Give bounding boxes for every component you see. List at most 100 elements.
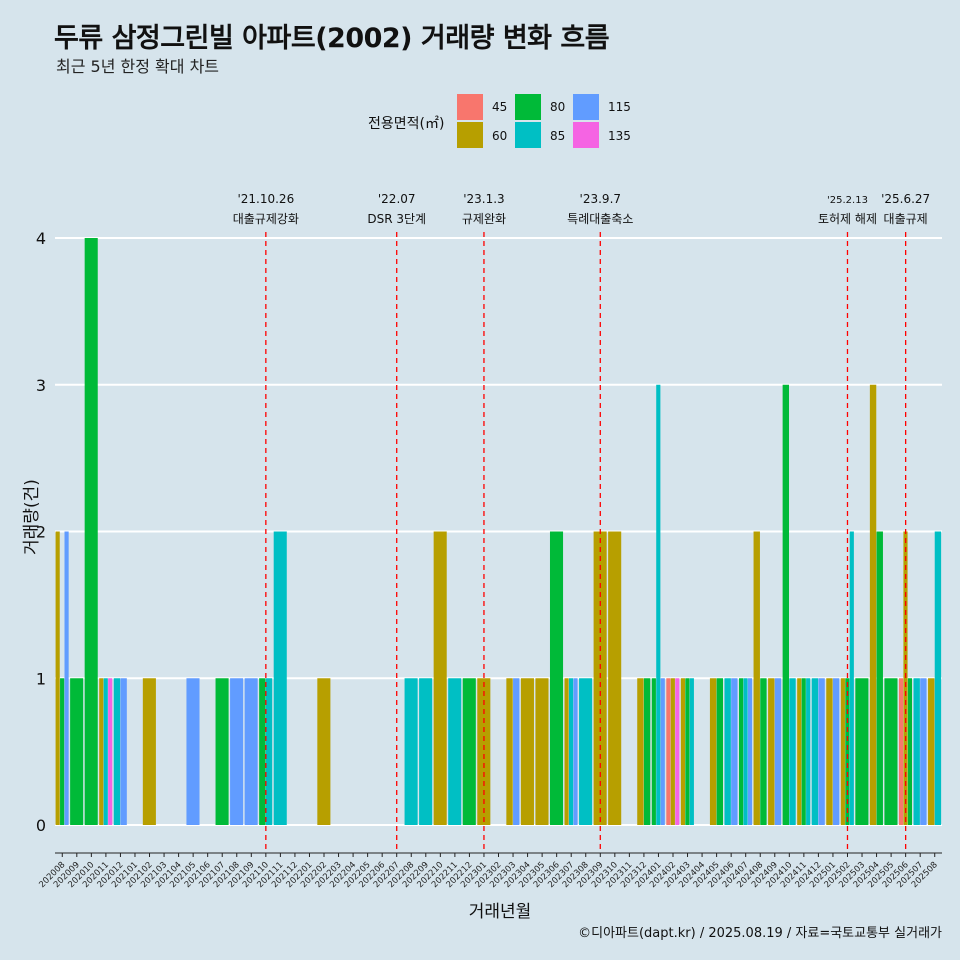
bar-202310-60 [608, 531, 622, 825]
bar-202502-80 [845, 678, 850, 825]
bar-202402-45 [666, 678, 671, 825]
bar-202107-80 [215, 678, 229, 825]
bar-202401-115 [660, 678, 665, 825]
bar-202011-135 [108, 678, 113, 825]
bar-202411-85 [806, 678, 811, 825]
bar-202008-115 [64, 531, 69, 825]
bar-202111-85 [273, 531, 287, 825]
bar-202312-60 [637, 678, 644, 825]
bar-202508-60 [928, 678, 935, 825]
bar-202109-115 [244, 678, 258, 825]
bar-202307-115 [573, 678, 578, 825]
bar-202012-115 [120, 678, 127, 825]
event-date-3: '23.9.7 [580, 192, 621, 206]
legend-key-60 [457, 122, 483, 148]
event-date-4: '25.2.13 [827, 195, 868, 206]
chart-title: 두류 삼정그린빌 아파트(2002) 거래량 변화 흐름 [54, 23, 610, 54]
event-label-2: 규제완화 [462, 212, 506, 226]
bar-202012-85 [113, 678, 121, 825]
bar-202409-60 [768, 678, 775, 825]
event-label-1: DSR 3단계 [367, 212, 426, 226]
bar-202008-80 [60, 678, 65, 825]
bar-202312-80 [643, 678, 651, 825]
event-label-5: 대출규제 [884, 212, 928, 226]
event-date-2: '23.1.3 [463, 192, 504, 206]
y-tick-label-0: 0 [36, 816, 46, 835]
bar-202401-85 [656, 384, 661, 825]
bar-202508-85 [934, 531, 942, 825]
legend-label-60: 60 [492, 129, 508, 143]
legend-label-85: 85 [550, 129, 566, 143]
bar-202303-60 [506, 678, 513, 825]
bar-202501-60 [826, 678, 833, 825]
y-tick-label-1: 1 [36, 669, 46, 688]
bar-202406-115 [731, 678, 738, 825]
bar-202409-115 [774, 678, 782, 825]
bar-202412-85 [811, 678, 819, 825]
bar-202502-85 [849, 531, 854, 825]
event-date-5: '25.6.27 [881, 192, 930, 206]
legend-title: 전용면적(㎡) [368, 116, 445, 132]
bar-202504-80 [876, 531, 883, 825]
bar-202411-60 [797, 678, 802, 825]
legend-key-85 [515, 122, 541, 148]
bar-202504-60 [869, 384, 877, 825]
bar-202309-60 [593, 531, 607, 825]
bar-202505-80 [884, 678, 898, 825]
bar-202304-60 [520, 678, 534, 825]
bar-202408-60 [753, 531, 760, 825]
bar-202403-85 [689, 678, 694, 825]
legend-key-135 [573, 122, 599, 148]
bar-202210-60 [433, 531, 447, 825]
chart-axes: 2020082020092020102020112020122021012021… [37, 852, 942, 890]
bar-202506-60 [903, 531, 908, 825]
bar-202303-115 [513, 678, 520, 825]
bar-202503-80 [855, 678, 869, 825]
bar-202403-60 [680, 678, 686, 825]
bar-202407-80 [739, 678, 744, 825]
event-date-1: '22.07 [378, 192, 416, 206]
legend-label-115: 115 [608, 100, 631, 114]
bar-202010-80 [84, 238, 98, 825]
bar-202407-115 [747, 678, 753, 825]
bar-202411-80 [801, 678, 806, 825]
bar-202407-85 [743, 678, 748, 825]
bar-202501-115 [832, 678, 840, 825]
bar-202506-45 [898, 678, 904, 825]
legend-label-80: 80 [550, 100, 566, 114]
source-caption: ©디아파트(dapt.kr) / 2025.08.19 / 자료=국토교통부 실… [578, 926, 942, 941]
bar-202403-80 [685, 678, 690, 825]
y-axis-label: 거래량(건) [22, 479, 42, 555]
legend-key-115 [573, 94, 599, 120]
event-label-0: 대출규제강화 [233, 212, 299, 226]
bar-202211-85 [448, 678, 462, 825]
bar-202502-60 [840, 678, 845, 825]
y-tick-label-2: 2 [36, 523, 46, 542]
bar-202301-60 [477, 678, 491, 825]
bar-202108-115 [230, 678, 244, 825]
bar-202208-85 [404, 678, 418, 825]
bar-202102-60 [142, 678, 156, 825]
bar-202011-85 [103, 678, 108, 825]
y-tick-label-3: 3 [36, 376, 46, 395]
legend-label-135: 135 [608, 129, 631, 143]
event-date-0: '21.10.26 [237, 192, 294, 206]
bar-202011-60 [99, 678, 104, 825]
bar-202507-85 [913, 678, 920, 825]
bar-202307-85 [568, 678, 574, 825]
event-label-3: 특례대출축소 [567, 212, 633, 226]
x-axis-label: 거래년월 [468, 902, 532, 922]
bar-202110-80 [259, 678, 266, 825]
y-tick-label-4: 4 [36, 229, 46, 248]
bar-202306-80 [549, 531, 564, 825]
bar-202406-85 [724, 678, 731, 825]
bar-202408-80 [760, 678, 767, 825]
bar-202402-60 [670, 678, 675, 825]
bar-202105-115 [186, 678, 200, 825]
bar-202506-80 [907, 678, 913, 825]
bar-202410-80 [782, 384, 790, 825]
bar-202202-60 [317, 678, 331, 825]
chart-subtitle: 최근 5년 한정 확대 차트 [56, 57, 220, 76]
event-label-4: 토허제 해제 [818, 212, 877, 226]
